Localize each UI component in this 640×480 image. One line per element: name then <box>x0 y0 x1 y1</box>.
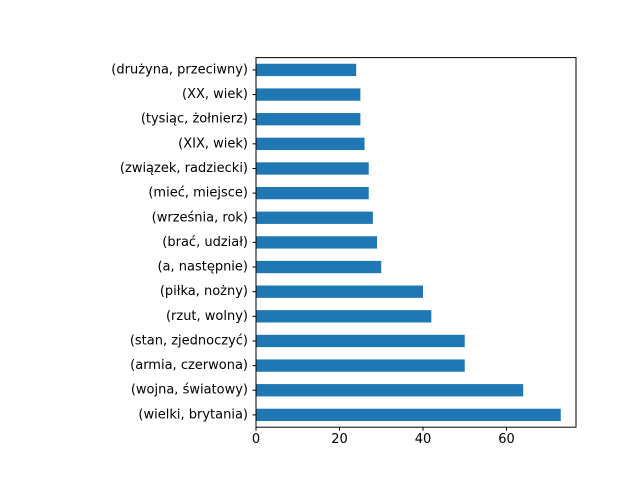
bar <box>256 236 378 249</box>
bar <box>256 408 561 422</box>
category-label: (a, następnie) <box>157 260 248 275</box>
bar <box>256 334 465 348</box>
category-label: (brać, udział) <box>162 235 248 250</box>
x-tick-label: 60 <box>498 432 515 447</box>
x-axis-ticks: 0 20 40 60 <box>252 427 515 447</box>
bar <box>256 186 369 200</box>
x-tick-label: 40 <box>415 432 432 447</box>
y-axis-ticks: (wielki, brytania) (wojna, światowy) (armi… <box>111 62 256 422</box>
category-label: (tysiąc, żołnierz) <box>141 112 248 127</box>
category-label: (XX, wiek) <box>182 87 248 102</box>
category-label: (stan, zjednoczyć) <box>130 333 248 348</box>
category-label: (wojna, światowy) <box>131 383 248 398</box>
bar <box>256 63 357 77</box>
plot-frame <box>255 57 577 428</box>
bar <box>256 260 382 274</box>
bar <box>256 137 365 150</box>
category-label: (mieć, miejsce) <box>148 186 248 201</box>
bars-group <box>256 63 561 422</box>
bar <box>256 162 369 175</box>
bar <box>256 359 465 372</box>
bar <box>256 88 361 101</box>
category-label: (XIX, wiek) <box>178 136 248 151</box>
bar <box>256 113 361 126</box>
category-label: (rzut, wolny) <box>166 309 248 324</box>
x-tick-label: 20 <box>331 432 348 447</box>
category-label: (września, rok) <box>152 210 248 225</box>
bar <box>256 211 373 224</box>
bar <box>256 384 524 397</box>
bar <box>256 285 423 298</box>
category-label: (drużyna, przeciwny) <box>111 62 248 77</box>
bar <box>256 310 432 323</box>
category-label: (wielki, brytania) <box>138 407 248 422</box>
x-tick-label: 0 <box>252 432 260 447</box>
category-label: (armia, czerwona) <box>130 358 248 373</box>
category-label: (związek, radziecki) <box>120 161 248 176</box>
category-label: (piłka, nożny) <box>160 284 248 299</box>
